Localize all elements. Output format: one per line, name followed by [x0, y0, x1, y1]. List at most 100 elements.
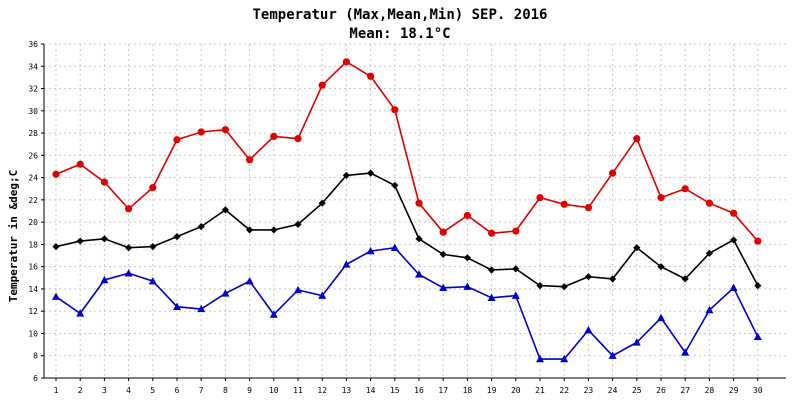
x-tick-label: 11: [293, 386, 303, 395]
data-point-diamond: [657, 263, 665, 271]
data-point-circle: [197, 128, 205, 136]
data-point-circle: [633, 135, 641, 143]
x-tick-label: 15: [390, 386, 400, 395]
data-point-triangle: [100, 275, 109, 284]
y-tick-label: 22: [28, 196, 38, 205]
x-tick-label: 10: [269, 386, 279, 395]
data-point-circle: [609, 169, 617, 177]
x-tick-label: 3: [102, 386, 107, 395]
x-tick-label: 18: [463, 386, 473, 395]
data-point-triangle: [729, 283, 738, 292]
data-point-diamond: [584, 273, 592, 281]
data-point-triangle: [681, 348, 690, 356]
chart-subtitle: Mean: 18.1°C: [349, 26, 450, 42]
y-tick-label: 34: [28, 62, 38, 71]
data-point-triangle: [487, 293, 496, 302]
data-point-diamond: [512, 265, 520, 273]
data-point-triangle: [463, 282, 472, 290]
data-point-circle: [76, 160, 84, 168]
y-tick-label: 16: [28, 263, 38, 272]
data-point-triangle: [245, 276, 254, 285]
data-point-triangle: [342, 260, 351, 268]
data-point-triangle: [415, 270, 423, 278]
data-point-circle: [415, 199, 423, 207]
data-point-diamond: [681, 275, 689, 283]
x-tick-label: 30: [753, 386, 763, 395]
x-tick-label: 13: [342, 386, 352, 395]
data-point-diamond: [125, 244, 133, 252]
x-tick-label: 6: [175, 386, 180, 395]
data-point-circle: [681, 185, 689, 193]
y-tick-label: 12: [28, 307, 38, 316]
x-tick-label: 24: [608, 386, 618, 395]
y-tick-label: 6: [33, 374, 38, 383]
series-line-circle: [55, 60, 759, 242]
x-tick-label: 12: [317, 386, 327, 395]
data-point-diamond: [463, 254, 471, 262]
x-tick-label: 25: [632, 386, 642, 395]
y-tick-label: 36: [28, 40, 38, 49]
x-tick-label: 8: [223, 386, 228, 395]
series-line-diamond: [55, 172, 759, 288]
data-point-diamond: [100, 235, 108, 243]
data-point-triangle: [511, 291, 520, 299]
data-point-diamond: [197, 222, 205, 231]
x-tick-label: 29: [729, 386, 739, 395]
y-tick-label: 26: [28, 151, 38, 160]
data-point-triangle: [366, 246, 375, 255]
data-point-diamond: [149, 243, 157, 251]
y-tick-label: 14: [28, 285, 38, 294]
data-point-circle: [52, 170, 60, 178]
data-point-circle: [246, 156, 254, 164]
data-point-circle: [221, 126, 229, 134]
x-tick-label: 2: [78, 386, 83, 395]
y-tick-label: 32: [28, 85, 38, 94]
data-point-circle: [100, 178, 108, 186]
data-point-diamond: [173, 233, 181, 241]
x-tick-label: 17: [438, 386, 448, 395]
series-layer: [52, 58, 762, 363]
y-tick-label: 20: [28, 218, 38, 227]
data-point-diamond: [415, 235, 423, 243]
data-point-diamond: [246, 226, 254, 234]
data-point-circle: [318, 81, 326, 89]
x-tick-label: 28: [705, 386, 715, 395]
data-point-diamond: [221, 206, 229, 214]
data-point-triangle: [294, 285, 302, 294]
y-tick-label: 30: [28, 107, 38, 116]
x-tick-label: 26: [656, 386, 666, 395]
data-point-circle: [391, 106, 399, 114]
data-point-triangle: [657, 313, 665, 322]
x-tick-label: 7: [199, 386, 204, 395]
data-point-diamond: [294, 220, 302, 228]
data-point-circle: [488, 229, 496, 237]
data-point-triangle: [221, 289, 230, 297]
grid: [44, 43, 786, 378]
data-point-diamond: [52, 243, 60, 251]
data-point-triangle: [753, 332, 762, 341]
data-point-diamond: [76, 237, 84, 245]
data-point-diamond: [318, 199, 326, 207]
data-point-triangle: [390, 243, 399, 251]
data-point-triangle: [269, 310, 278, 318]
x-tick-label: 16: [414, 386, 424, 395]
x-tick-label: 1: [54, 386, 59, 395]
data-point-circle: [512, 227, 520, 235]
x-tick-label: 14: [366, 386, 376, 395]
data-point-triangle: [584, 325, 593, 334]
y-tick-label: 18: [28, 240, 38, 249]
y-tick-label: 8: [33, 352, 38, 361]
y-tick-label: 28: [28, 129, 38, 138]
data-point-triangle: [705, 305, 714, 314]
y-tick-label: 24: [28, 174, 38, 183]
data-point-circle: [149, 184, 157, 192]
data-point-circle: [560, 200, 568, 208]
data-point-diamond: [754, 281, 762, 290]
data-point-triangle: [536, 354, 544, 363]
data-point-circle: [657, 194, 665, 202]
data-point-circle: [342, 58, 350, 66]
data-point-diamond: [270, 226, 278, 234]
data-point-circle: [754, 237, 762, 245]
data-point-triangle: [560, 354, 569, 363]
